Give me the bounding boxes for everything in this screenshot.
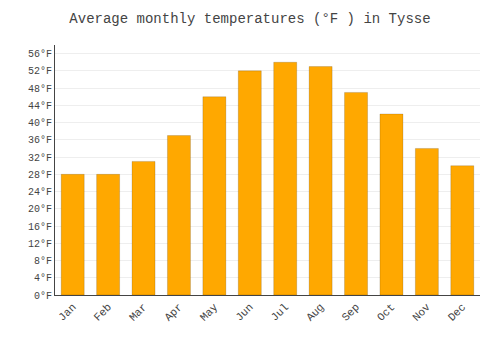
svg-text:16°F: 16°F: [28, 222, 52, 233]
svg-text:12°F: 12°F: [28, 239, 52, 250]
svg-text:May: May: [198, 301, 221, 324]
svg-text:Sep: Sep: [340, 301, 362, 323]
svg-text:Nov: Nov: [410, 301, 433, 324]
svg-text:Aug: Aug: [304, 301, 326, 323]
svg-text:Jul: Jul: [269, 301, 291, 323]
svg-text:24°F: 24°F: [28, 187, 52, 198]
svg-text:Oct: Oct: [375, 301, 397, 323]
svg-text:Feb: Feb: [92, 301, 114, 323]
svg-text:44°F: 44°F: [28, 101, 52, 112]
svg-text:56°F: 56°F: [28, 49, 52, 60]
svg-text:36°F: 36°F: [28, 135, 52, 146]
svg-text:28°F: 28°F: [28, 170, 52, 181]
svg-text:Jun: Jun: [233, 301, 255, 323]
svg-text:Mar: Mar: [127, 301, 149, 323]
svg-text:20°F: 20°F: [28, 204, 52, 215]
svg-text:32°F: 32°F: [28, 153, 52, 164]
svg-text:Jan: Jan: [56, 301, 78, 323]
svg-text:40°F: 40°F: [28, 118, 52, 129]
svg-text:Dec: Dec: [446, 301, 468, 323]
svg-text:8°F: 8°F: [34, 256, 52, 267]
svg-text:52°F: 52°F: [28, 66, 52, 77]
svg-text:Apr: Apr: [162, 301, 184, 323]
svg-text:48°F: 48°F: [28, 84, 52, 95]
svg-text:0°F: 0°F: [34, 291, 52, 302]
svg-text:4°F: 4°F: [34, 273, 52, 284]
svg-text:Average monthly temperatures (: Average monthly temperatures (°F ) in Ty…: [69, 11, 430, 27]
